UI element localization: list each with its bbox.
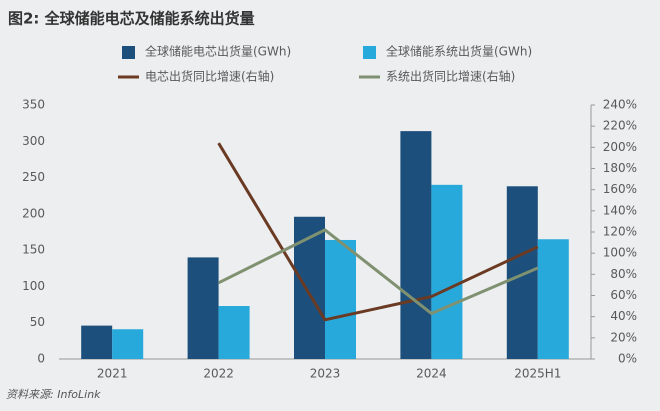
y-tick-label: 300: [22, 134, 45, 148]
x-tick-label: 2025H1: [514, 367, 561, 381]
x-tick-label: 2024: [416, 367, 447, 381]
bar: [112, 329, 144, 359]
bar: [400, 131, 432, 359]
line: [217, 228, 539, 315]
y2-tick-label: 80%: [610, 267, 637, 281]
y-tick-label: 250: [22, 170, 45, 184]
y-tick-label: 100: [22, 279, 45, 293]
x-tick-label: 2021: [97, 367, 128, 381]
line: [217, 142, 539, 322]
legend-label: 全球储能电芯出货量(GWh): [145, 44, 291, 59]
y2-tick-label: 200%: [603, 140, 637, 154]
y2-tick-label: 120%: [603, 225, 637, 239]
y2-tick-label: 60%: [610, 288, 637, 302]
bar: [537, 239, 569, 359]
y2-tick-label: 160%: [603, 182, 637, 196]
y2-tick-label: 140%: [603, 203, 637, 217]
y2-tick-label: 180%: [603, 161, 637, 175]
legend-label: 全球储能系统出货量(GWh): [386, 44, 532, 59]
x-tick-label: 2023: [310, 367, 341, 381]
bar: [187, 257, 219, 359]
y-tick-label: 0: [37, 352, 45, 366]
y-tick-label: 200: [22, 206, 45, 220]
bar: [218, 306, 250, 359]
legend-label: 系统出货同比增速(右轴): [386, 69, 515, 84]
legend-swatch: [363, 46, 376, 59]
bar: [325, 239, 356, 359]
bar: [431, 184, 463, 359]
x-tick-label: 2022: [203, 367, 234, 381]
y2-tick-label: 220%: [603, 119, 637, 133]
y-tick-label: 150: [22, 243, 45, 257]
y-tick-label: 50: [30, 315, 45, 329]
y2-tick-label: 20%: [610, 330, 637, 344]
y-tick-label: 350: [22, 98, 45, 112]
bar: [294, 216, 325, 359]
y2-tick-label: 240%: [603, 98, 637, 112]
legend-label: 电芯出货同比增速(右轴): [145, 69, 274, 84]
source: 资料来源: InfoLink: [6, 388, 101, 401]
y2-tick-label: 0%: [618, 352, 637, 366]
y2-tick-label: 40%: [610, 309, 637, 323]
chart-title: 图2: 全球储能电芯及储能系统出货量: [8, 10, 255, 28]
bar: [506, 186, 538, 359]
bar: [81, 325, 113, 359]
legend-swatch: [122, 46, 135, 59]
y2-tick-label: 100%: [603, 246, 637, 260]
